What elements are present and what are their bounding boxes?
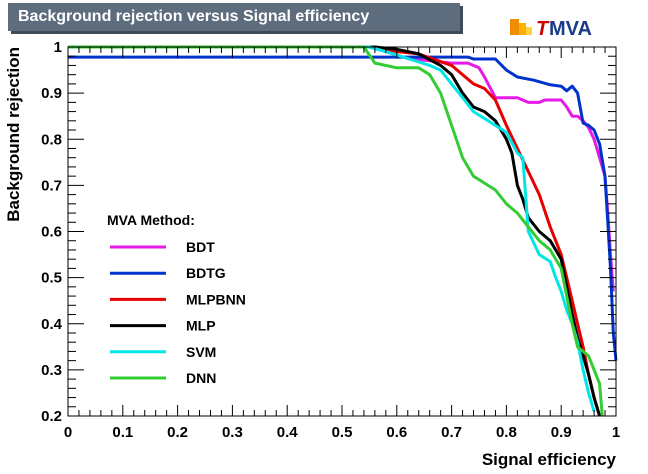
y-axis-title: Background rejection (4, 47, 23, 222)
y-tick-label: 1 (54, 39, 62, 56)
x-tick-label: 0 (64, 424, 72, 441)
y-tick-label: 0.2 (41, 408, 62, 425)
logo-flame-icon (510, 19, 532, 35)
x-axis-title: Signal efficiency (482, 450, 617, 469)
x-tick-label: 0.1 (112, 424, 133, 441)
logo-name: MVA (549, 18, 592, 40)
x-tick-label: 0.3 (222, 424, 243, 441)
x-tick-label: 0.7 (441, 424, 462, 441)
y-tick-label: 0.4 (41, 316, 63, 333)
series-line-svm (68, 45, 596, 412)
chart-title: Background rejection versus Signal effic… (8, 3, 460, 31)
y-tick-label: 0.7 (41, 177, 62, 194)
x-tick-label: 0.2 (167, 424, 188, 441)
series-line-bdt (68, 45, 615, 292)
logo-prefix: T (536, 18, 550, 40)
legend-label-bdt: BDT (186, 239, 215, 255)
y-tick-label: 0.6 (41, 224, 62, 241)
x-tick-label: 0.4 (277, 424, 299, 441)
series-line-dnn (68, 45, 604, 417)
legend-label-mlpbnn: MLPBNN (186, 291, 246, 307)
x-tick-label: 0.5 (332, 424, 353, 441)
y-tick-label: 0.8 (41, 131, 62, 148)
legend-label-svm: SVM (186, 344, 216, 360)
legend-label-bdtg: BDTG (186, 265, 226, 281)
y-tick-label: 0.3 (41, 362, 62, 379)
x-tick-label: 0.6 (386, 424, 407, 441)
series-layer (68, 45, 618, 417)
tick-labels: 0 0.1 0.2 0.3 0.4 0.5 0.6 0.7 0.8 0.9 1 0.2 0.3 0.4 0.… (41, 39, 620, 441)
series-line-mlpbnn (68, 45, 602, 417)
legend-label-dnn: DNN (186, 370, 216, 386)
legend: MVA Method: BDT BDTG MLPBNN MLP SVM DNN (107, 212, 246, 386)
x-tick-label: 0.9 (551, 424, 572, 441)
series-line-mlp (68, 45, 602, 417)
x-tick-label: 1 (612, 424, 620, 441)
tmva-logo: T MVA (506, 14, 610, 40)
legend-title: MVA Method: (107, 212, 195, 228)
series-line-bdtg (68, 55, 618, 361)
y-tick-label: 0.5 (41, 270, 62, 287)
ticks-layer (67, 46, 617, 417)
x-tick-label: 0.8 (496, 424, 517, 441)
y-tick-label: 0.9 (41, 85, 62, 102)
legend-label-mlp: MLP (186, 318, 216, 334)
